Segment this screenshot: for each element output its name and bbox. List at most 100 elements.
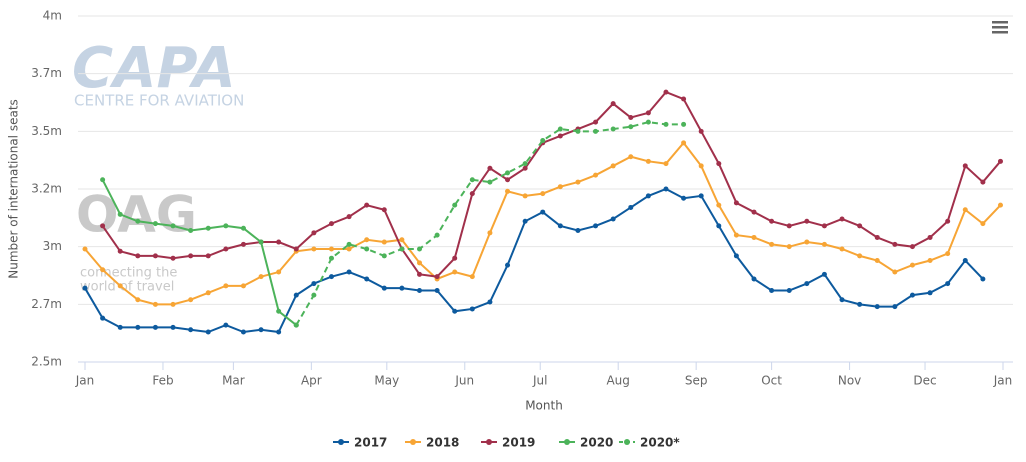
point	[540, 209, 546, 215]
point	[645, 193, 651, 199]
point	[874, 258, 880, 264]
x-tick-label: Jul	[532, 374, 547, 388]
point	[434, 232, 440, 238]
point	[909, 292, 915, 298]
point	[733, 253, 739, 259]
point	[82, 246, 88, 252]
point	[505, 188, 511, 194]
x-tick-label: Jan	[75, 374, 95, 388]
point	[540, 191, 546, 197]
legend-item[interactable]: 2020	[559, 436, 613, 450]
legend-label: 2020*	[640, 436, 680, 450]
x-axis-label: Month	[525, 399, 563, 413]
y-tick-label: 3.5m	[31, 124, 62, 138]
point	[945, 251, 951, 257]
point	[927, 234, 933, 240]
point	[258, 327, 264, 333]
point	[135, 324, 141, 330]
point	[751, 209, 757, 215]
x-tick-label: Nov	[838, 374, 861, 388]
series-line	[101, 90, 1002, 278]
x-tick-label: Feb	[152, 374, 173, 388]
watermark-text: CENTRE FOR AVIATION	[74, 92, 244, 110]
point	[522, 161, 528, 167]
point	[152, 324, 158, 330]
x-tick-label: Aug	[606, 374, 629, 388]
point	[681, 121, 687, 127]
point	[575, 128, 581, 134]
point	[927, 258, 933, 264]
point	[223, 223, 229, 229]
menu-button[interactable]	[990, 18, 1010, 36]
point	[663, 186, 669, 192]
y-tick-label: 2.7m	[31, 297, 62, 311]
point	[364, 276, 370, 282]
point	[469, 306, 475, 312]
point	[962, 258, 968, 264]
point	[205, 225, 211, 231]
legend-item[interactable]: 2018	[405, 436, 459, 450]
point	[276, 329, 282, 335]
point	[593, 172, 599, 178]
point	[540, 138, 546, 144]
point	[311, 230, 317, 236]
legend-label: 2018	[426, 436, 459, 450]
point	[364, 246, 370, 252]
point	[909, 244, 915, 250]
point	[804, 218, 810, 224]
point	[452, 202, 458, 208]
point	[205, 290, 211, 296]
point	[417, 271, 423, 277]
point	[452, 308, 458, 314]
point	[610, 216, 616, 222]
point	[170, 301, 176, 307]
point	[857, 253, 863, 259]
point	[505, 177, 511, 183]
point	[804, 239, 810, 245]
point	[610, 126, 616, 132]
legend-item[interactable]: 2020*	[619, 436, 680, 450]
point	[557, 184, 563, 190]
point	[417, 260, 423, 266]
point	[170, 324, 176, 330]
point	[188, 228, 194, 234]
point	[276, 269, 282, 275]
point	[381, 207, 387, 213]
point	[839, 246, 845, 252]
watermark: CAPA CENTRE FOR AVIATION OAG connecting …	[72, 36, 244, 294]
legend-item[interactable]: 2019	[481, 436, 535, 450]
point	[769, 287, 775, 293]
x-tick-label: Mar	[222, 374, 245, 388]
point	[892, 241, 898, 247]
point	[821, 271, 827, 277]
point	[962, 163, 968, 169]
point	[346, 214, 352, 220]
point	[575, 179, 581, 185]
point	[311, 281, 317, 287]
y-tick-label: 3.2m	[31, 182, 62, 196]
point	[223, 322, 229, 328]
x-tick-label: May	[374, 374, 399, 388]
point	[839, 216, 845, 222]
point	[170, 223, 176, 229]
legend-marker	[486, 439, 492, 445]
point	[522, 193, 528, 199]
legend-item[interactable]: 2017	[333, 436, 387, 450]
point	[434, 274, 440, 280]
point	[698, 163, 704, 169]
series-line	[101, 179, 297, 326]
point	[980, 221, 986, 227]
point	[223, 283, 229, 289]
x-tick-label: Sep	[685, 374, 708, 388]
point	[152, 221, 158, 227]
point	[100, 267, 106, 273]
point	[962, 207, 968, 213]
y-tick-label: 4m	[43, 9, 62, 23]
point	[698, 193, 704, 199]
series	[100, 89, 1003, 280]
point	[188, 253, 194, 259]
legend-label: 2019	[502, 436, 535, 450]
point	[645, 119, 651, 125]
point	[469, 191, 475, 197]
point	[100, 223, 106, 229]
